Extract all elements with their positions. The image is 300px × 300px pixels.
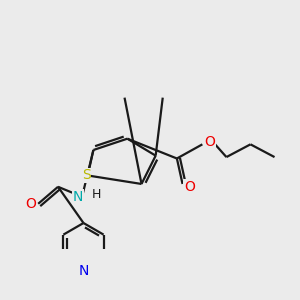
Text: O: O: [204, 135, 215, 149]
Text: N: N: [78, 264, 89, 278]
Text: O: O: [26, 197, 37, 211]
Text: S: S: [82, 169, 91, 182]
Text: O: O: [184, 180, 195, 194]
Text: N: N: [73, 190, 83, 204]
Text: H: H: [92, 188, 101, 201]
